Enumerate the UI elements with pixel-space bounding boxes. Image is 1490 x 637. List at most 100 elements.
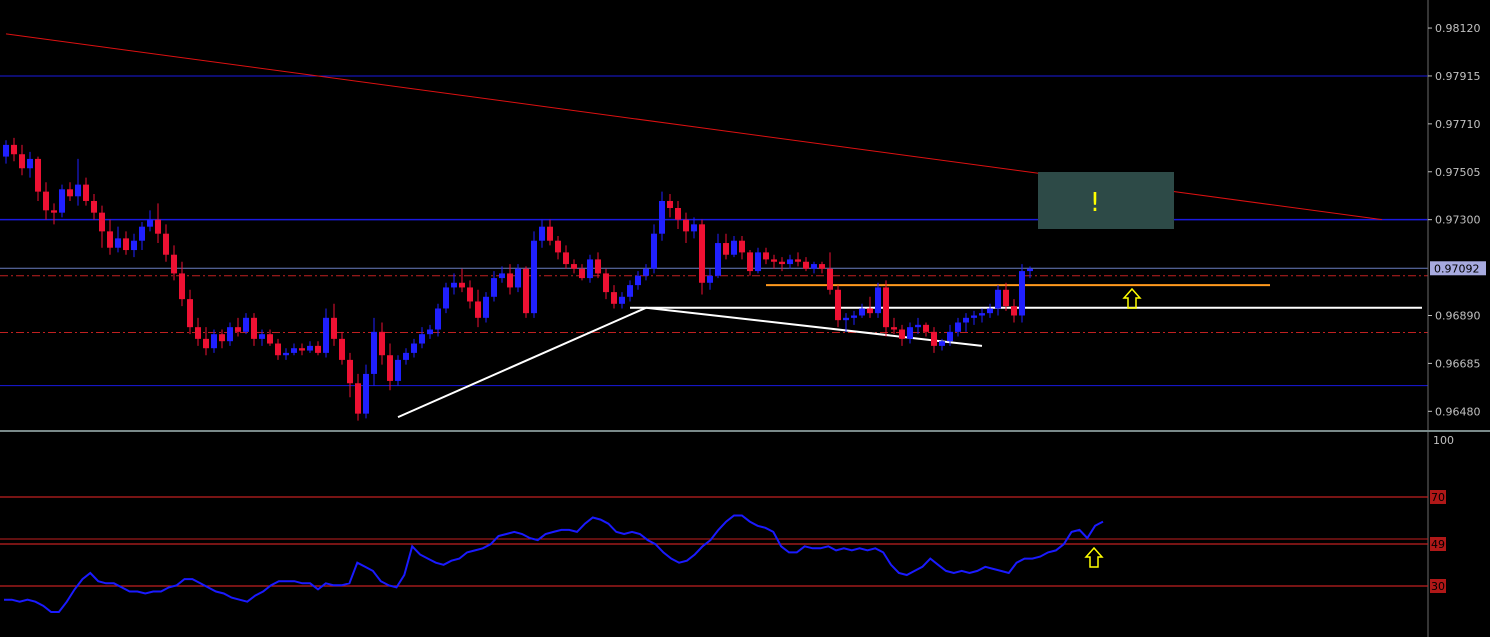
candle-body	[11, 144, 17, 155]
candle-body	[859, 308, 865, 316]
candle-body	[323, 317, 329, 353]
price-tick-label: 0.96480	[1435, 405, 1481, 418]
candle-body	[307, 345, 313, 351]
candle-body	[643, 268, 649, 276]
candle-body	[587, 259, 593, 279]
candle-body	[187, 299, 193, 328]
candle-body	[883, 287, 889, 328]
up-arrow-icon	[1122, 287, 1142, 309]
candle-body	[507, 273, 513, 288]
candle-body	[1019, 271, 1025, 316]
candle-body	[779, 261, 785, 265]
candle-body	[843, 317, 849, 321]
candle-body	[371, 331, 377, 374]
price-tick-label: 0.96890	[1435, 309, 1481, 322]
price-tick-label: 0.97505	[1435, 166, 1481, 179]
rsi-tick-label: 100	[1433, 434, 1454, 447]
candle-body	[43, 191, 49, 211]
candle-body	[923, 324, 929, 332]
candle-body	[99, 212, 105, 232]
candle-body	[731, 240, 737, 255]
candle-body	[195, 327, 201, 339]
trend-line	[5, 33, 1383, 221]
candle-body	[723, 243, 729, 255]
alert-box	[1038, 172, 1174, 229]
candle-body	[531, 240, 537, 314]
candle-body	[851, 315, 857, 318]
candle-body	[755, 252, 761, 272]
candle-body	[875, 287, 881, 314]
candle-body	[227, 327, 233, 342]
candle-body	[443, 287, 449, 309]
candle-body	[627, 285, 633, 297]
candle-body	[179, 273, 185, 300]
candle-body	[611, 292, 617, 304]
candle-body	[35, 158, 41, 192]
candle-body	[571, 264, 577, 269]
candle-body	[163, 233, 169, 255]
candle-body	[211, 334, 217, 349]
candle-body	[739, 240, 745, 253]
candle-body	[747, 252, 753, 272]
candle-body	[155, 219, 161, 234]
candle-body	[107, 231, 113, 248]
price-tick-label: 0.98120	[1435, 22, 1481, 35]
candle-body	[299, 348, 305, 351]
candle-body	[91, 200, 97, 213]
candle-body	[267, 334, 273, 344]
candle-body	[523, 268, 529, 314]
candle-body	[331, 317, 337, 339]
rsi-level-label: 70	[1431, 491, 1445, 504]
trend-line	[645, 306, 983, 347]
candle-body	[315, 345, 321, 353]
candle-body	[403, 352, 409, 360]
candle-body	[283, 352, 289, 356]
price-axis: 0.98120 0.97915 0.97710 0.97505 0.97300 0.970…	[1427, 0, 1486, 430]
candle-body	[203, 338, 209, 349]
candle-body	[475, 301, 481, 318]
candle-body	[467, 287, 473, 302]
candle-body	[1003, 289, 1009, 307]
candle-body	[955, 322, 961, 332]
candle-body	[787, 259, 793, 265]
candle-body	[67, 189, 73, 197]
candle-body	[451, 282, 457, 288]
candle-body	[27, 158, 33, 169]
candle-body	[683, 219, 689, 232]
candle-body	[411, 343, 417, 353]
candle-body	[75, 184, 81, 197]
candle-body	[387, 355, 393, 381]
price-tick-label: 0.97300	[1435, 214, 1481, 227]
candle-body	[915, 324, 921, 328]
candle-body	[595, 259, 601, 274]
current-price-label: 0.97092	[1434, 262, 1480, 275]
candle-body	[251, 317, 257, 339]
candle-body	[483, 296, 489, 318]
candle-body	[819, 264, 825, 269]
candle-body	[459, 282, 465, 288]
candle-body	[243, 317, 249, 332]
candle-body	[771, 259, 777, 262]
candle-body	[275, 343, 281, 356]
candle-body	[131, 240, 137, 251]
candle-body	[219, 334, 225, 342]
candle-body	[659, 200, 665, 234]
candle-body	[123, 238, 129, 251]
candle-body	[555, 240, 561, 253]
candle-body	[635, 275, 641, 286]
candle-body	[339, 338, 345, 360]
candle-body	[971, 315, 977, 318]
candle-body	[835, 289, 841, 321]
candle-body	[115, 238, 121, 248]
candle-body	[715, 243, 721, 276]
trend-line	[397, 306, 647, 419]
candle-body	[139, 226, 145, 241]
arrows	[1122, 287, 1142, 309]
candle-body	[675, 207, 681, 220]
candle-body	[499, 273, 505, 279]
candle-body	[979, 313, 985, 316]
candle-body	[603, 273, 609, 293]
up-arrow-icon	[1084, 546, 1104, 568]
candle-body	[899, 329, 905, 339]
